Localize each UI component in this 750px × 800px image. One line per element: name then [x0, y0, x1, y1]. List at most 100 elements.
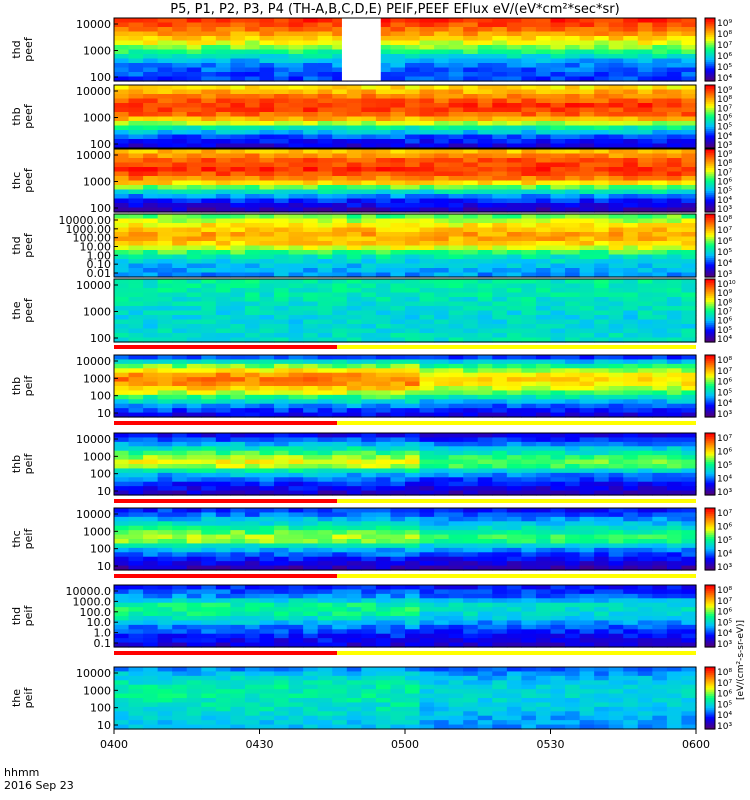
heatmap-cell: [681, 386, 697, 392]
heatmap-cell: [550, 263, 566, 269]
heatmap-cell: [565, 328, 581, 334]
y-tick-label: 10000.00: [59, 214, 112, 227]
colorbar-segment: [705, 222, 715, 226]
heatmap-cell: [550, 433, 566, 439]
heatmap-cell: [303, 437, 319, 443]
heatmap-cell: [390, 171, 406, 177]
heatmap-cell: [274, 328, 290, 334]
heatmap-cell: [157, 633, 173, 639]
heatmap-cell: [274, 22, 290, 28]
heatmap-cell: [114, 455, 130, 461]
heatmap-cell: [608, 403, 624, 409]
heatmap-cell: [186, 629, 202, 635]
heatmap-cell: [128, 468, 144, 474]
heatmap-cell: [215, 477, 231, 483]
heatmap-cell: [186, 642, 202, 648]
heatmap-cell: [375, 530, 392, 536]
heatmap-cell: [143, 259, 159, 265]
heatmap-cell: [521, 450, 537, 456]
heatmap-cell: [579, 403, 595, 409]
heatmap-cell: [157, 437, 173, 443]
heatmap-cell: [317, 45, 333, 51]
heatmap-cell: [143, 72, 159, 78]
heatmap-cell: [434, 245, 450, 251]
heatmap-cell: [259, 263, 275, 269]
heatmap-cell: [128, 552, 144, 558]
heatmap-cell: [317, 214, 333, 220]
heatmap-cell: [346, 130, 362, 136]
heatmap-cell: [215, 565, 231, 571]
heatmap-cell: [172, 521, 188, 527]
heatmap-cell: [521, 359, 537, 365]
heatmap-cell: [521, 203, 537, 209]
heatmap-cell: [332, 58, 348, 64]
heatmap-cell: [506, 552, 522, 558]
heatmap-cell: [579, 263, 595, 269]
heatmap-cell: [128, 279, 144, 285]
y-tick-label: 100: [90, 332, 111, 345]
heatmap-cell: [303, 477, 319, 483]
heatmap-cell: [303, 521, 319, 527]
heatmap-cell: [274, 534, 290, 540]
heatmap-cell: [405, 288, 421, 294]
heatmap-cell: [317, 508, 333, 514]
heatmap-cell: [332, 472, 348, 478]
heatmap-cell: [637, 167, 653, 173]
heatmap-cell: [201, 232, 217, 238]
colorbar-tick-label: 10⁵: [717, 63, 732, 73]
heatmap-cell: [637, 412, 653, 418]
heatmap-cell: [652, 198, 668, 204]
heatmap-cell: [143, 232, 159, 238]
heatmap-cell: [128, 534, 144, 540]
heatmap-cell: [419, 516, 435, 522]
heatmap-cell: [579, 85, 595, 91]
heatmap-cell: [172, 31, 188, 37]
colorbar-segment: [705, 312, 715, 316]
heatmap-cell: [215, 297, 231, 303]
heatmap-cell: [405, 143, 421, 149]
heatmap-cell: [448, 377, 464, 383]
heatmap-cell: [623, 394, 639, 400]
heatmap-cell: [477, 112, 493, 118]
heatmap-cell: [201, 259, 217, 265]
heatmap-cell: [419, 125, 435, 131]
heatmap-cell: [288, 399, 304, 405]
heatmap-cell: [477, 477, 493, 483]
heatmap-cell: [244, 534, 261, 540]
heatmap-cell: [303, 67, 319, 73]
heatmap-cell: [666, 459, 683, 465]
heatmap-cell: [681, 377, 697, 383]
heatmap-cell: [143, 433, 159, 439]
colorbar-segment: [705, 406, 715, 410]
heatmap-cell: [579, 167, 595, 173]
heatmap-cell: [390, 227, 406, 233]
heatmap-cell: [332, 521, 348, 527]
heatmap-cell: [608, 214, 624, 220]
colorbar-segment: [705, 536, 715, 540]
heatmap-cell: [201, 236, 217, 242]
heatmap-cell: [128, 241, 144, 247]
heatmap-cell: [128, 324, 144, 330]
heatmap-cell: [143, 394, 159, 400]
colorbar-segment: [705, 20, 715, 23]
heatmap-cell: [143, 486, 159, 492]
heatmap-cell: [274, 162, 290, 168]
heatmap-cell: [434, 241, 450, 247]
heatmap-cell: [434, 565, 450, 571]
heatmap-cell: [637, 319, 653, 325]
heatmap-cell: [375, 408, 392, 414]
colorbar-tick-label: 10⁶: [717, 378, 732, 388]
heatmap-cell: [143, 593, 159, 599]
heatmap-cell: [492, 377, 508, 383]
heatmap-cell: [332, 565, 348, 571]
heatmap-cell: [274, 547, 290, 553]
heatmap-cell: [361, 408, 377, 414]
heatmap-cell: [652, 521, 668, 527]
heatmap-cell: [317, 297, 333, 303]
heatmap-cell: [215, 481, 231, 487]
heatmap-cell: [477, 368, 493, 374]
heatmap-cell: [114, 602, 130, 608]
heatmap-cell: [244, 556, 261, 562]
heatmap-cell: [390, 386, 406, 392]
heatmap-cell: [506, 263, 522, 269]
